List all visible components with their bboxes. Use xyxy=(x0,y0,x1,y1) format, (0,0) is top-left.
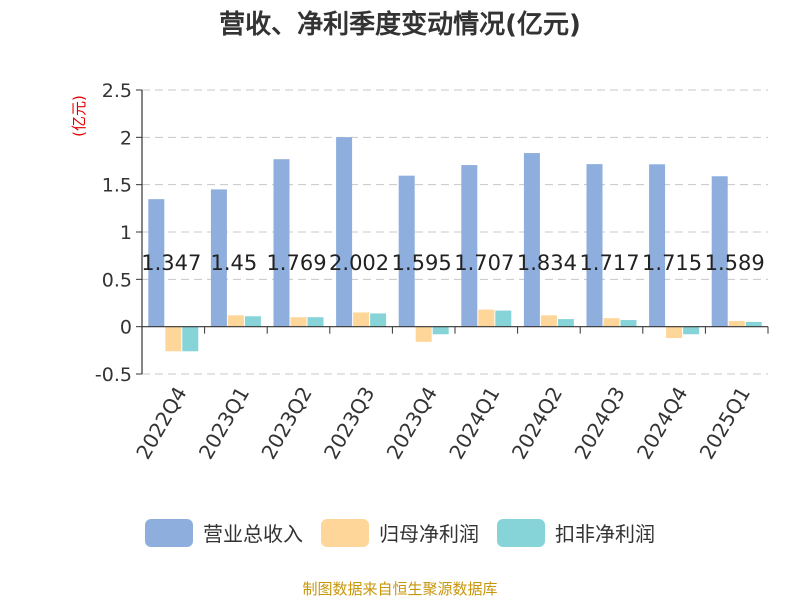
bar-2 xyxy=(495,310,512,327)
y-tick-label: 2.5 xyxy=(102,80,132,102)
bar-2 xyxy=(620,320,637,327)
x-tick-label: 2025Q1 xyxy=(695,383,755,464)
legend-label-revenue: 营业总收入 xyxy=(203,522,303,546)
data-label: 1.769 xyxy=(266,251,326,275)
y-axis-label: (亿元) xyxy=(70,95,88,137)
bar-1 xyxy=(728,320,745,327)
x-tick-label: 2024Q1 xyxy=(444,383,504,464)
legend-label-net-profit: 归母净利润 xyxy=(379,522,479,546)
bar-0 xyxy=(649,164,666,327)
legend-swatch-net-profit xyxy=(321,518,369,547)
bar-2 xyxy=(745,321,762,327)
bar-1 xyxy=(290,317,307,327)
x-tick-label: 2023Q4 xyxy=(382,383,442,464)
bar-0 xyxy=(336,137,353,327)
legend-swatch-revenue xyxy=(145,518,193,547)
x-tick-label: 2023Q1 xyxy=(194,383,254,464)
bar-0 xyxy=(148,199,165,327)
legend-item-revenue[interactable]: 营业总收入 xyxy=(145,518,303,547)
bar-0 xyxy=(210,189,227,327)
bar-1 xyxy=(227,315,244,327)
bar-1 xyxy=(415,326,432,342)
y-tick-label: 0.5 xyxy=(102,269,132,291)
data-label: 1.715 xyxy=(642,251,702,275)
bar-1 xyxy=(353,312,370,327)
legend-item-net-profit[interactable]: 归母净利润 xyxy=(321,518,479,547)
bar-2 xyxy=(244,316,261,327)
bar-0 xyxy=(398,175,415,327)
bar-0 xyxy=(523,153,540,327)
data-label: 2.002 xyxy=(329,251,389,275)
y-tick-label: -0.5 xyxy=(95,364,132,386)
bar-0 xyxy=(461,165,478,327)
data-label: 1.45 xyxy=(211,251,258,275)
bar-0 xyxy=(711,176,728,327)
bar-1 xyxy=(540,315,557,327)
bar-1 xyxy=(603,318,620,327)
bar-2 xyxy=(557,319,574,327)
bar-0 xyxy=(273,159,290,327)
data-label: 1.595 xyxy=(392,251,452,275)
legend-item-deducted-profit[interactable]: 扣非净利润 xyxy=(497,518,655,547)
x-tick-label: 2024Q4 xyxy=(632,383,692,464)
data-label: 1.707 xyxy=(454,251,514,275)
x-tick-label: 2023Q2 xyxy=(256,383,316,464)
x-tick-label: 2024Q2 xyxy=(507,383,567,464)
bar-2 xyxy=(307,317,324,327)
data-label: 1.717 xyxy=(579,251,639,275)
bar-0 xyxy=(586,164,603,327)
chart-title: 营收、净利季度变动情况(亿元) xyxy=(219,10,581,40)
data-label: 1.589 xyxy=(705,251,765,275)
bar-2 xyxy=(683,326,700,335)
y-tick-label: 0 xyxy=(120,317,132,339)
y-tick-label: 1.5 xyxy=(102,175,132,197)
legend-swatch-deducted-profit xyxy=(497,518,545,547)
x-tick-label: 2023Q3 xyxy=(319,383,379,464)
y-tick-label: 1 xyxy=(120,222,132,244)
bar-1 xyxy=(666,326,683,339)
bar-1 xyxy=(165,326,182,352)
legend: 营业总收入 归母净利润 扣非净利润 xyxy=(0,518,800,547)
bar-1 xyxy=(478,309,495,327)
bar-2 xyxy=(432,326,449,335)
x-tick-label: 2024Q3 xyxy=(569,383,629,464)
bar-2 xyxy=(370,313,387,327)
data-label: 1.347 xyxy=(141,251,201,275)
bar-2 xyxy=(182,326,199,352)
legend-label-deducted-profit: 扣非净利润 xyxy=(555,522,655,546)
source-note: 制图数据来自恒生聚源数据库 xyxy=(302,580,498,598)
x-tick-label: 2022Q4 xyxy=(131,383,191,464)
y-tick-label: 2 xyxy=(120,127,132,149)
data-label: 1.834 xyxy=(517,251,577,275)
